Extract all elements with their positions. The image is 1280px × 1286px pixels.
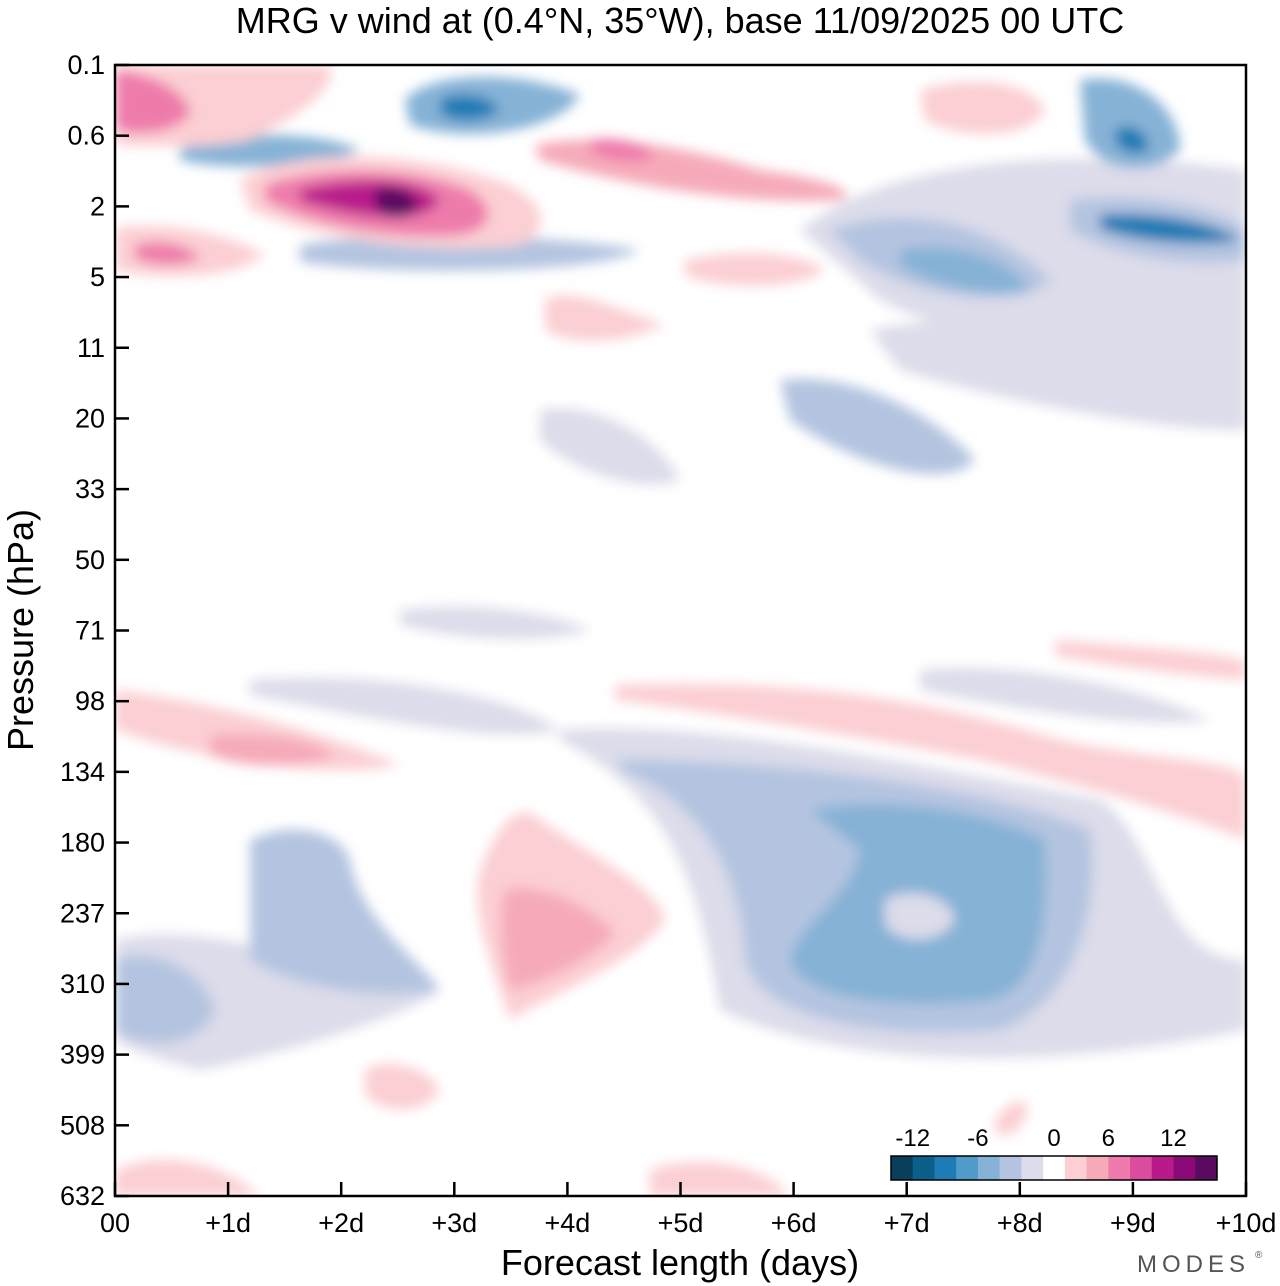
colorbar-swatch	[999, 1156, 1022, 1180]
contour-pos-bottom-left	[115, 1159, 260, 1196]
y-tick-label: 71	[75, 616, 105, 646]
contour-neg-1-5d	[250, 829, 440, 994]
y-tick-label: 2	[90, 191, 105, 221]
plot-area	[113, 63, 1248, 1198]
y-tick-label: 0.6	[67, 121, 105, 151]
contour-neg-cell-9d-core	[1115, 126, 1149, 154]
contour-pos-500hpa-right	[995, 1101, 1028, 1135]
contour-pos-98hpa-right	[615, 683, 1246, 840]
y-tick-label: 33	[75, 474, 105, 504]
contour-pos-450hpa	[365, 1063, 440, 1110]
colorbar-swatch	[1173, 1156, 1196, 1180]
contour-neg-98hpa-band	[250, 678, 560, 735]
contour-pos-4hpa-core	[135, 242, 200, 265]
colorbar-swatch	[956, 1156, 979, 1180]
contour-neg-top-right-2	[1100, 214, 1240, 244]
contour-neg-3d-core	[440, 94, 500, 121]
colorbar-swatch	[1043, 1156, 1066, 1180]
y-axis-label: Pressure (hPa)	[0, 509, 41, 751]
contour-pos-8d-top	[920, 81, 1045, 134]
contour-pos-4-5d-core	[590, 138, 655, 162]
colorbar-tick-label: -6	[967, 1125, 988, 1152]
y-tick-label: 0.1	[67, 50, 105, 80]
colorbar-swatch	[934, 1156, 957, 1180]
contour-neg-cell-9d	[1080, 78, 1180, 169]
x-tick-label: +6d	[771, 1208, 817, 1238]
contour-pos-134hpa-core	[210, 733, 335, 766]
contour-pos-2hpa-core	[375, 187, 418, 218]
x-tick-label: +5d	[658, 1208, 704, 1238]
contour-neg-9d-98hpa	[920, 668, 1210, 723]
x-tick-label: +10d	[1216, 1208, 1277, 1238]
y-tick-label: 11	[77, 333, 105, 363]
colorbar-swatch	[1151, 1156, 1175, 1180]
y-tick-label: 632	[60, 1181, 105, 1211]
contour-neg-11hpa	[870, 300, 1246, 430]
y-tick-label: 310	[60, 969, 105, 999]
contour-pos-134hpa	[115, 690, 400, 771]
y-tick-label: 399	[60, 1040, 105, 1070]
y-tick-label: 98	[75, 686, 105, 716]
y-tick-label: 5	[90, 262, 105, 292]
registered-mark: ®	[1255, 1250, 1263, 1261]
x-axis: 00 +1d +2d +3d +4d +5d +6d +7d +8d +9d +10d	[100, 1182, 1276, 1238]
contour-neg-lowleft	[115, 934, 440, 1070]
contour-neg-lower-hole	[885, 892, 955, 940]
y-tick-label: 508	[60, 1110, 105, 1140]
colorbar-tick-label: 0	[1047, 1125, 1060, 1152]
colorbar-swatch	[891, 1156, 914, 1180]
y-tick-label: 134	[60, 757, 105, 787]
colorbar-tick-label: 6	[1102, 1125, 1115, 1152]
y-axis: 0.1 0.6 2 5 11 20 33 50 71 98 134 180 237 310 399 508 63…	[60, 50, 129, 1211]
contour-pos-bottom-mid	[650, 1162, 790, 1196]
y-tick-label: 237	[60, 898, 105, 928]
colorbar-swatch	[1021, 1156, 1044, 1180]
x-tick-label: +7d	[884, 1208, 930, 1238]
y-tick-label: 180	[60, 828, 105, 858]
contour-neg-20hpa-light	[540, 408, 680, 485]
y-tick-label: 50	[75, 545, 105, 575]
contour-neg-20hpa	[780, 378, 975, 475]
contour-pos-topleft-mid	[115, 70, 190, 133]
modes-watermark: MODES	[1137, 1251, 1250, 1278]
colorbar: -12 -6 0 6 12	[890, 1125, 1218, 1181]
x-tick-label: 00	[100, 1208, 130, 1238]
y-tick-label: 20	[75, 403, 105, 433]
contour-pos-lower-4d-core	[500, 888, 615, 990]
contour-pos-71hpa-right	[1055, 640, 1246, 680]
contour-neg-71hpa-band	[400, 606, 590, 640]
colorbar-tick-label: -12	[895, 1125, 930, 1152]
x-axis-label: Forecast length (days)	[501, 1242, 859, 1283]
colorbar-swatch	[1195, 1156, 1218, 1180]
colorbar-swatch	[1108, 1156, 1131, 1180]
colorbar-swatch	[912, 1156, 935, 1180]
x-tick-label: +4d	[544, 1208, 590, 1238]
contour-neg-lowleft-mid	[115, 956, 215, 1044]
chart-title: MRG v wind at (0.4°N, 35°W), base 11/09/…	[236, 0, 1125, 41]
x-tick-label: +3d	[431, 1208, 477, 1238]
x-tick-label: +2d	[318, 1208, 364, 1238]
colorbar-swatch	[1130, 1156, 1153, 1180]
contour-fills	[115, 65, 1246, 1196]
x-tick-label: +8d	[997, 1208, 1043, 1238]
colorbar-swatch	[977, 1156, 1001, 1180]
colorbar-swatch	[1086, 1156, 1109, 1180]
contour-neg-band-5hpa	[300, 235, 640, 271]
x-tick-label: +1d	[205, 1208, 251, 1238]
contour-neg-upper-3	[900, 247, 1030, 294]
x-tick-label: +9d	[1110, 1208, 1156, 1238]
colorbar-swatch	[1064, 1156, 1088, 1180]
contour-pos-5hpa-5-5d	[685, 253, 825, 286]
colorbar-frame	[890, 1155, 1218, 1181]
colorbar-tick-label: 12	[1160, 1125, 1187, 1152]
contour-pos-11hpa-4d	[545, 295, 665, 341]
